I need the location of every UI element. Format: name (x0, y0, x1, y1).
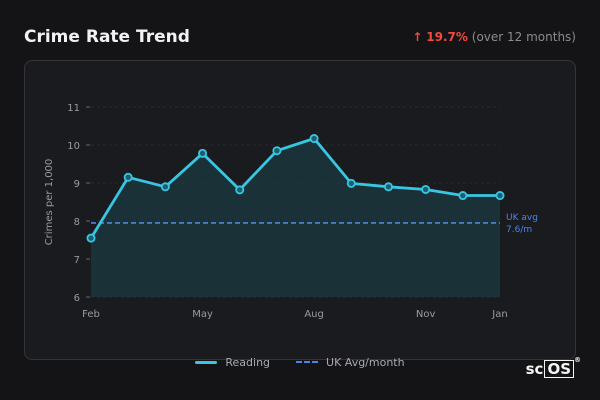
data-point[interactable] (198, 148, 208, 158)
change-summary: ↑ 19.7% (over 12 months) (412, 30, 576, 44)
y-axis-label: Crimes per 1,000 (44, 159, 55, 246)
data-point[interactable] (309, 134, 319, 144)
brand-logo: sc OS ® (525, 356, 581, 378)
logo-text-b: OS (544, 360, 574, 378)
change-percent: 19.7% (426, 30, 468, 44)
y-tick-label: 6 (74, 293, 80, 304)
data-point[interactable] (86, 233, 96, 243)
data-point[interactable] (495, 191, 505, 201)
y-tick-label: 11 (67, 103, 80, 114)
legend-item-reading[interactable]: Reading (195, 354, 270, 370)
data-point[interactable] (272, 146, 282, 156)
x-tick-label: Aug (304, 309, 324, 320)
benchmark-annotation-line1: UK avg (506, 213, 538, 223)
x-tick-label: Nov (416, 309, 436, 320)
legend-swatch-reading (195, 360, 218, 364)
chart-header: Crime Rate Trend ↑ 19.7% (over 12 months… (24, 24, 576, 50)
logo-registered-mark: ® (574, 356, 581, 364)
data-point[interactable] (421, 184, 431, 194)
legend-item-uk-avg[interactable]: UK Avg/month (296, 354, 405, 370)
data-point[interactable] (123, 172, 133, 182)
y-tick-label: 7 (74, 255, 80, 266)
data-point[interactable] (346, 178, 356, 188)
chart-legend: Reading UK Avg/month (0, 354, 600, 370)
logo-text-a: sc (525, 360, 544, 378)
trend-up-icon: ↑ (412, 30, 423, 44)
data-point[interactable] (383, 182, 393, 192)
series-line-reading (89, 137, 500, 239)
y-tick-label: 9 (74, 179, 80, 190)
x-tick-label: Jan (491, 309, 507, 320)
x-tick-label: May (192, 309, 213, 320)
x-tick-label: Feb (82, 309, 100, 320)
data-point[interactable] (235, 185, 245, 195)
y-tick-label: 10 (67, 141, 80, 152)
legend-label-uk-avg: UK Avg/month (326, 355, 405, 369)
legend-label-reading: Reading (225, 355, 271, 369)
legend-swatch-uk-avg (296, 361, 319, 363)
data-point[interactable] (160, 182, 170, 192)
data-point[interactable] (458, 191, 468, 201)
chart-title: Crime Rate Trend (24, 27, 190, 47)
area-fill (91, 138, 500, 297)
y-tick-label: 8 (74, 217, 80, 228)
change-period: (over 12 months) (471, 30, 576, 44)
benchmark-annotation-line2: 7.6/m (506, 225, 532, 235)
